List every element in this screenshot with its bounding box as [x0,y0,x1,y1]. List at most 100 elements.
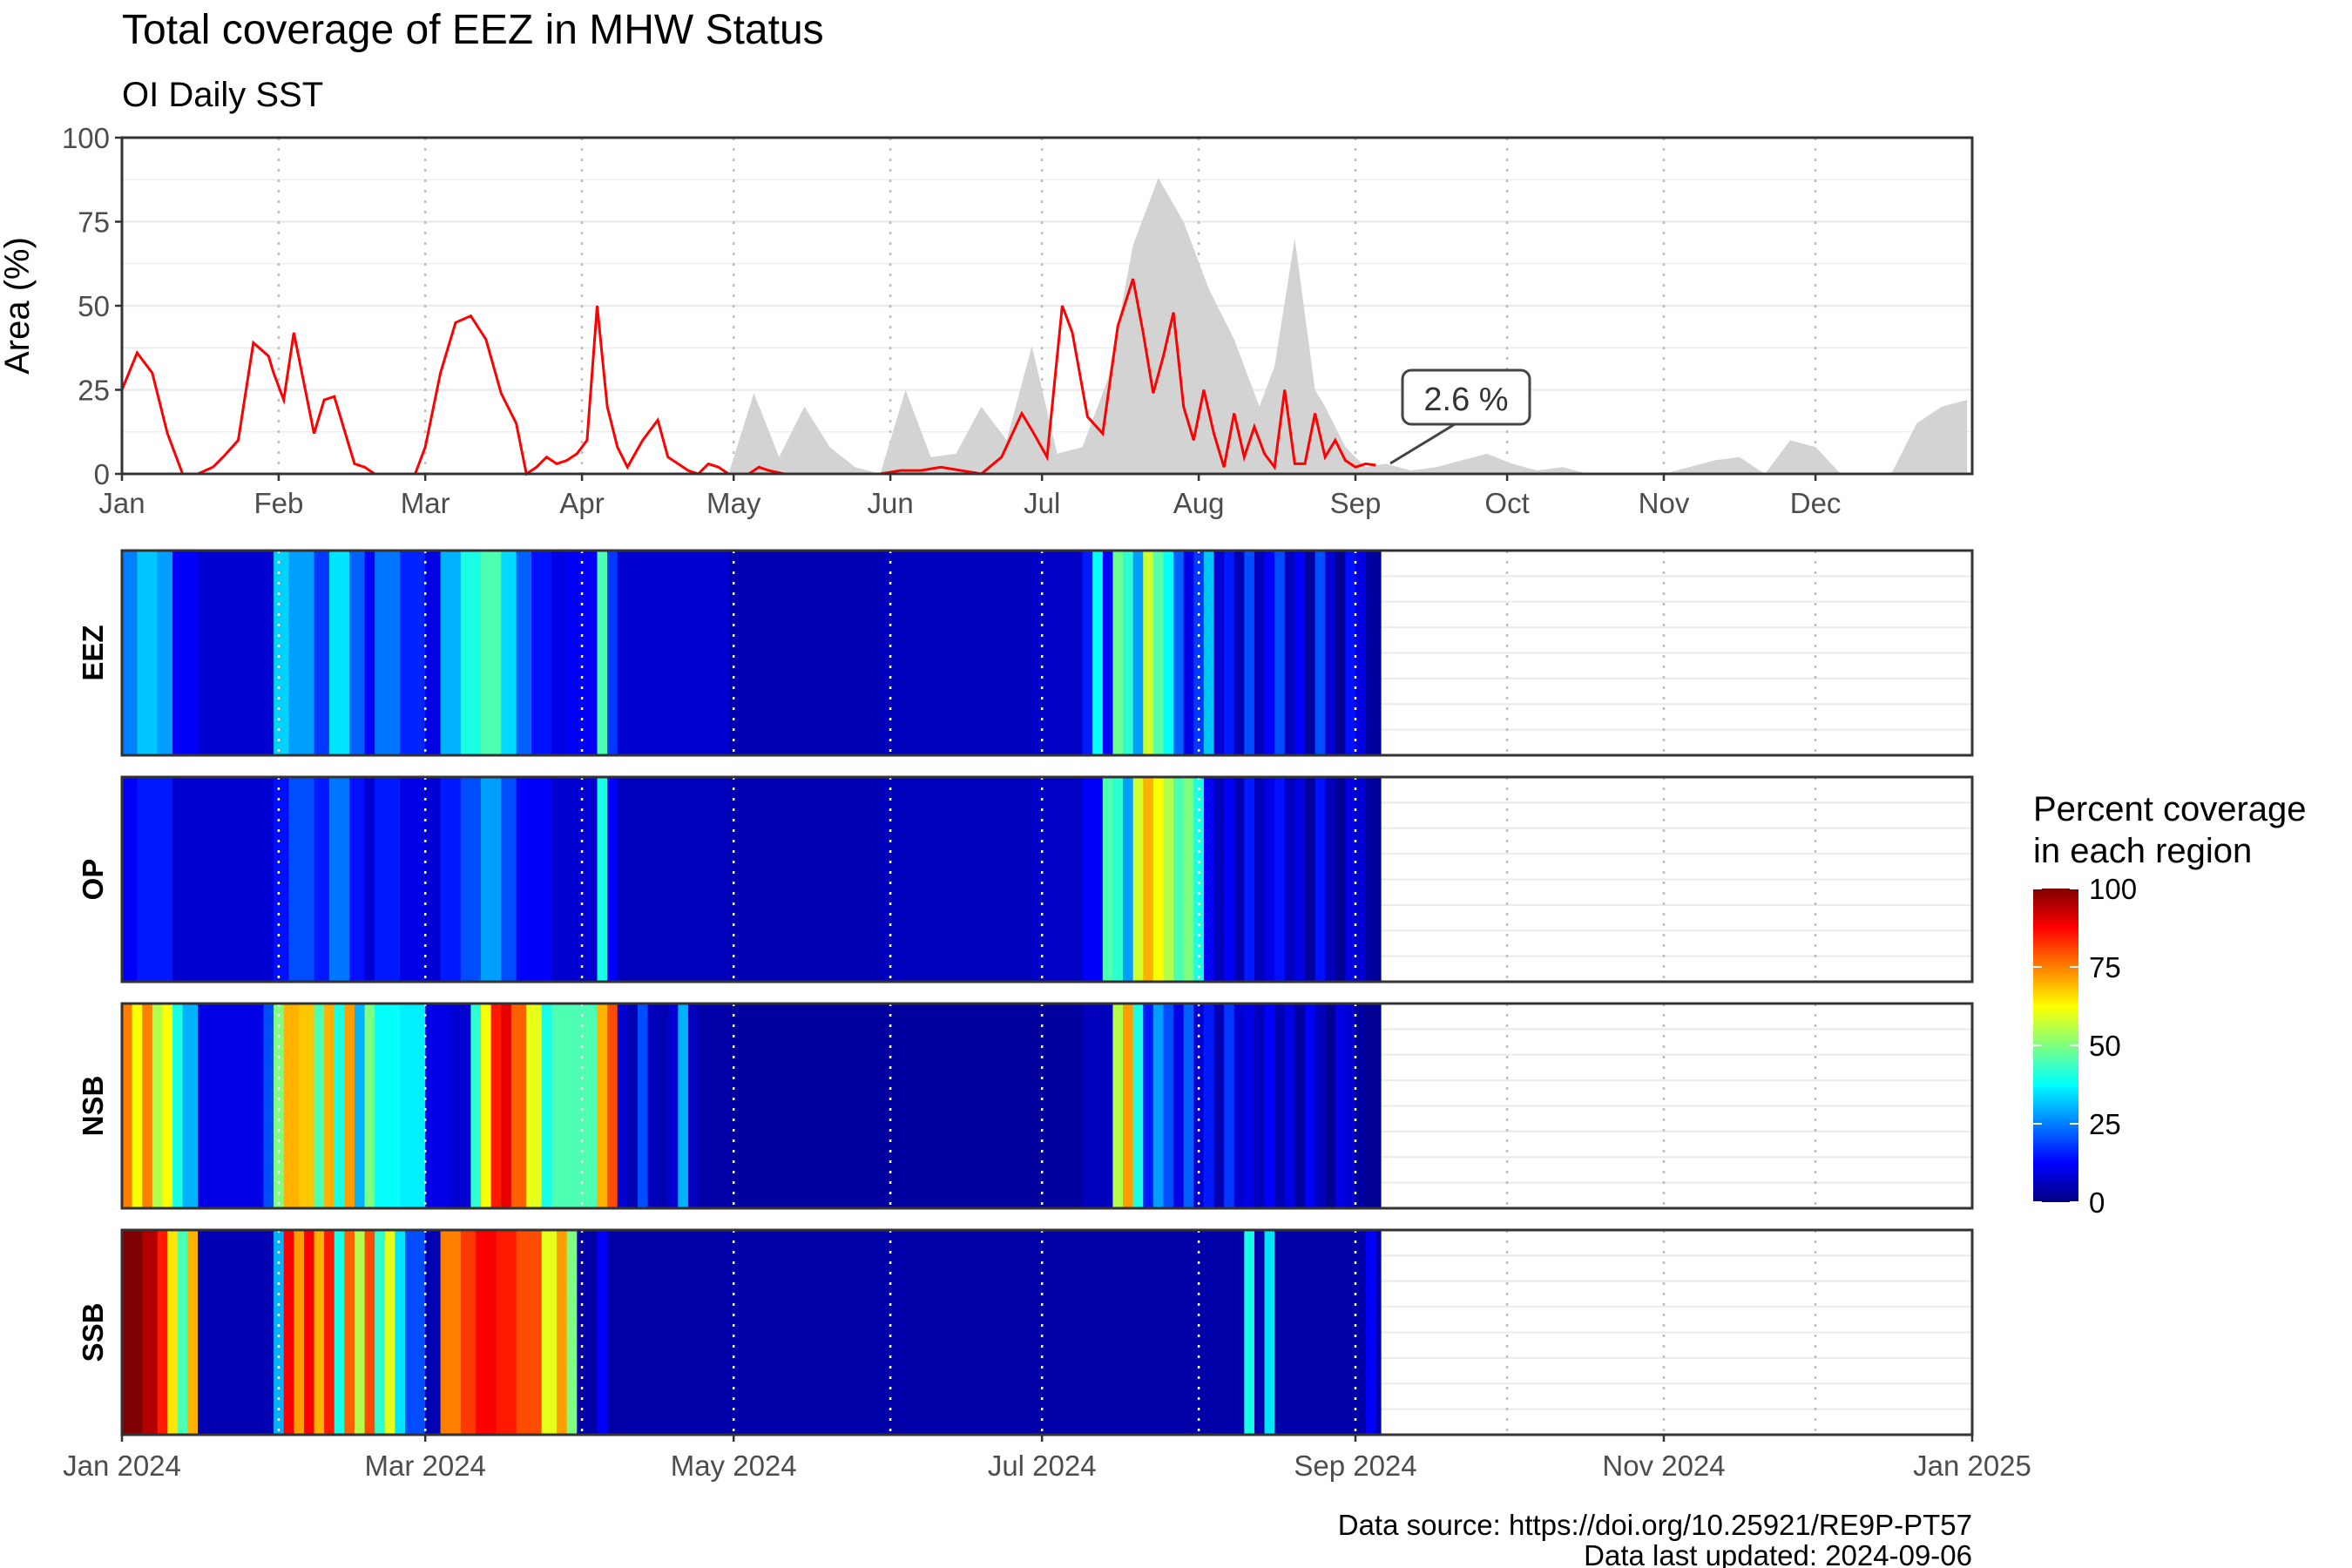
heatmap-cell [516,777,552,982]
heatmap-cell [1233,777,1245,982]
heatmap-cell [1092,551,1104,755]
heatmap-cell [1325,551,1336,755]
heatmap-cell [1304,777,1316,982]
heatmap-cell [1163,777,1174,982]
heatmap-cell [557,1230,568,1435]
heatmap-cell [1284,1004,1295,1208]
heatmap-cell [1173,551,1185,755]
y-tick-label: 75 [78,206,110,239]
heatmap-cell [551,1004,598,1208]
annotation-leader [1389,422,1456,465]
heatmap-cell [122,777,139,982]
heatmap-cell [122,551,139,755]
x-tick-label: May 2024 [671,1450,797,1482]
heatmap-cell [476,1230,497,1435]
heatmap-cell [607,777,618,982]
heatmap-cell [880,1004,1033,1208]
heatmap-cell [288,777,315,982]
heatmap-cell [1375,777,1382,982]
heatmap-cell [354,1004,366,1208]
heatmap-cell [182,1004,199,1208]
heatmap-cell [364,1230,375,1435]
heatmap-cell [577,1230,598,1435]
heatmap-cell [1082,551,1093,755]
heatmap-cell [122,1230,143,1435]
x-tick-label: Nov 2024 [1602,1450,1725,1482]
heatmap-cell [566,551,598,755]
coverage-area-series [122,178,1968,474]
heatmap-panel-op: OP [77,775,1974,983]
heatmap-cell [274,1004,285,1208]
line-panel: 0 25 50 75 100 Jan Feb Mar Apr May Jun Jul Aug Sep Oc… [0,122,1974,519]
heatmap-cell [607,551,618,755]
heatmap-cell [597,1004,608,1208]
line-y-axis-label: Area (%) [0,237,37,375]
heatmap-cell [880,551,1033,755]
heatmap-cell [283,1230,294,1435]
heatmap-cell [198,1004,265,1208]
y-tick-label: 100 [62,122,110,154]
heatmap-cell [1254,1230,1266,1435]
heatmap-cell [728,777,882,982]
heatmap-cell [328,777,350,982]
heatmap-cell [1254,551,1266,755]
heatmap-cell [425,1004,451,1208]
line-grid [122,138,1972,474]
x-tick-label: Feb [253,487,303,519]
heatmap-cell [627,1004,639,1208]
heatmap-cell [157,1230,168,1435]
heatmap-cell [1031,777,1084,982]
heatmap-cell [1082,777,1104,982]
heatmap-cell [481,1004,492,1208]
heatmap-cell [172,1004,184,1208]
heatmap-cell [1233,1004,1245,1208]
heatmap-cell [667,1004,679,1208]
heatmap-cell [728,1004,882,1208]
heatmap-cell [375,777,401,982]
heatmap-cell [364,1004,375,1208]
heatmap-cell [288,551,315,755]
heatmap-cell [597,777,608,982]
heatmap-cell [1163,551,1174,755]
heatmap-cell [516,551,532,755]
heatmap-row-label: OP [77,859,109,901]
heatmap-cell [425,551,442,755]
heatmap-cell [1123,1004,1134,1208]
heatmap-cell [294,1230,305,1435]
heatmap-cell [460,777,482,982]
heatmap-cell [460,551,482,755]
heatmap-cell [490,1004,502,1208]
heatmap-panel-ssb: SSB [77,1228,1974,1436]
heatmap-cell [1193,551,1205,755]
heatmap-cell [375,1230,386,1435]
heatmap-cell [334,1004,345,1208]
heatmap-cell [440,1230,462,1435]
heatmap-cell [1213,551,1225,755]
heatmap-cell [404,1230,426,1435]
heatmap-cell [647,1004,659,1208]
heatmap-cell [400,551,426,755]
heatmap-cell [1284,777,1295,982]
heatmap-cell [425,1230,442,1435]
heatmap-cell [1183,1004,1194,1208]
coverage-line-series [120,278,1376,476]
x-tick-label: Sep 2024 [1294,1450,1416,1482]
heatmap-cell [880,777,1033,982]
heatmap-cell [1274,1004,1286,1208]
heatmap-cell [167,1230,179,1435]
heatmap-cell [551,777,598,982]
heatmap-cell [1304,1004,1316,1208]
x-tick-label: May [706,487,761,519]
heatmap-cell [1274,777,1286,982]
heatmap-cell [1244,777,1255,982]
heatmap-cell [1294,777,1306,982]
annotation-box [1401,368,1531,426]
heatmap-cell [1224,1004,1235,1208]
heatmap-cell [1375,1230,1382,1435]
heatmap-cell [1143,1004,1154,1208]
heatmap-cell [400,777,426,982]
heatmap-cell [1254,1004,1266,1208]
heatmap-cell [597,551,608,755]
heatmap-cell [1294,551,1306,755]
heatmap-cell [1315,551,1326,755]
